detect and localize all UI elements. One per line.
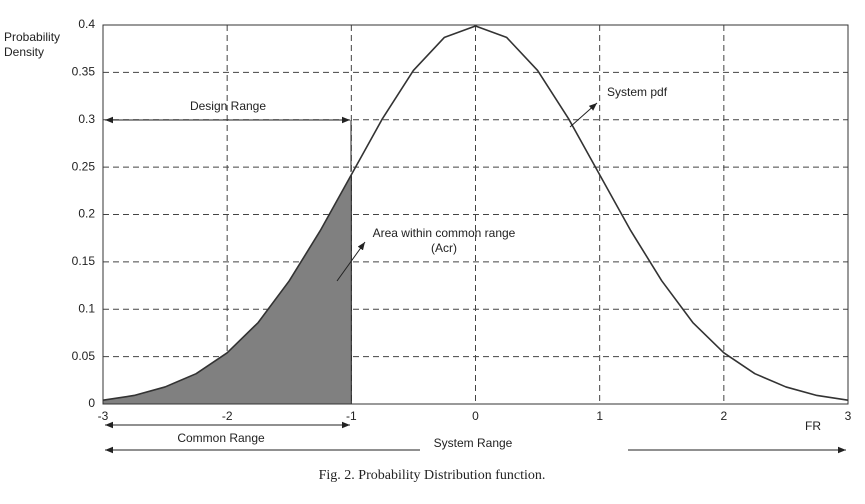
x-tick-label: -1 — [346, 409, 357, 423]
y-tick-label: 0.15 — [72, 254, 96, 268]
y-tick-label: 0.4 — [78, 17, 95, 31]
x-axis-label: FR — [805, 419, 821, 433]
marks — [102, 25, 849, 404]
y-tick-label: 0.25 — [72, 159, 96, 173]
shaded-area — [103, 174, 352, 404]
system-pdf-label: System pdf — [607, 85, 668, 99]
plot-frame — [102, 24, 849, 405]
design-range-label: Design Range — [190, 99, 266, 113]
grid — [102, 24, 849, 405]
y-tick-label: 0.05 — [72, 349, 96, 363]
x-tick-label: -2 — [222, 409, 233, 423]
y-tick-label: 0.35 — [72, 65, 96, 79]
pdf-line — [102, 25, 849, 402]
common-range-label: Common Range — [177, 431, 265, 445]
area-arrow — [336, 241, 366, 282]
caption: Fig. 2. Probability Distribution functio… — [319, 468, 546, 483]
x-tick-label: 2 — [720, 409, 727, 423]
y-axis-label: Probability Density — [4, 30, 61, 59]
pdf-arrow — [569, 102, 598, 128]
y-tick-label: 0.2 — [78, 207, 95, 221]
x-tick-label: 1 — [596, 409, 603, 423]
x-tick-label: 3 — [845, 409, 852, 423]
x-tick-label: 0 — [472, 409, 479, 423]
system-range-label: System Range — [434, 436, 513, 450]
y-tick-label: 0.1 — [78, 301, 95, 315]
area-label: Area within common range (Acr) — [372, 226, 516, 255]
x-tick-label: -3 — [98, 409, 109, 423]
y-tick-label: 0.3 — [78, 112, 95, 126]
y-tick-label: 0 — [88, 396, 95, 410]
